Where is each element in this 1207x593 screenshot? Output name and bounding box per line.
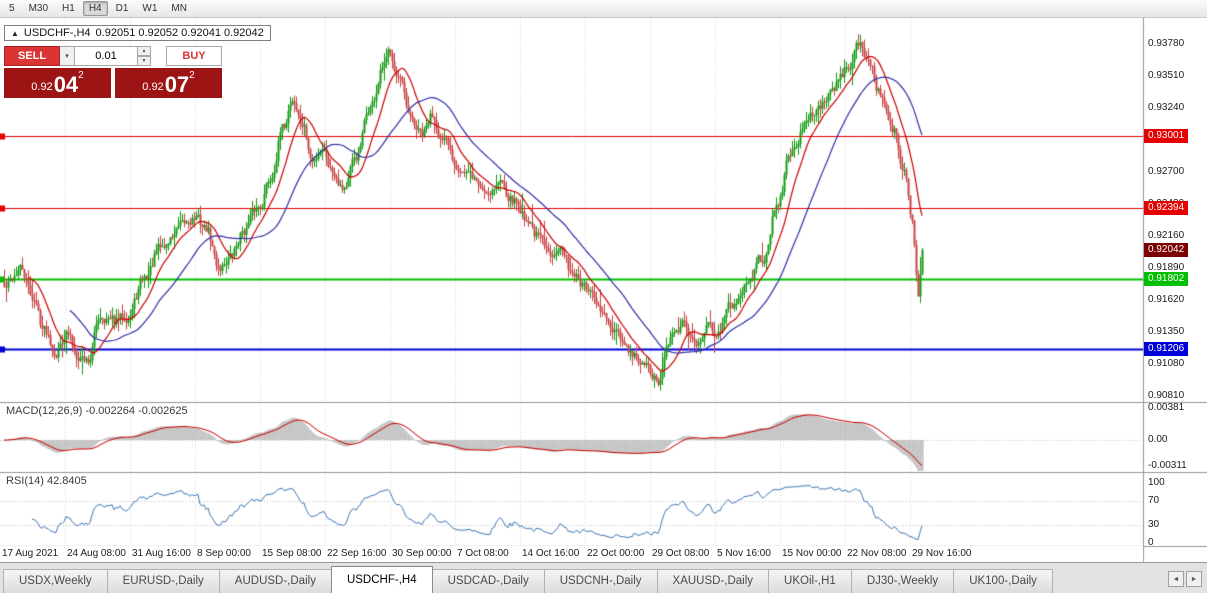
ask-price-point: 2 bbox=[189, 70, 195, 81]
time-axis-label: 17 Aug 2021 bbox=[2, 548, 59, 559]
chart-tab-xauusd-daily[interactable]: XAUUSD-,Daily bbox=[656, 569, 770, 593]
bid-price-pips: 04 bbox=[53, 72, 79, 97]
sell-button[interactable]: SELL bbox=[4, 46, 60, 66]
time-axis-label: 24 Aug 08:00 bbox=[67, 548, 126, 559]
timeframe-toolbar: 5 M30 H1 H4 D1 W1 MN bbox=[0, 0, 1207, 18]
tab-scroll-right-icon[interactable]: ► bbox=[1186, 571, 1202, 587]
chart-tab-ukoil-h1[interactable]: UKOil-,H1 bbox=[768, 569, 852, 593]
bid-price-prefix: 0.92 bbox=[31, 81, 53, 93]
chart-window: ▲ USDCHF-,H4 0.92051 0.92052 0.92041 0.9… bbox=[0, 18, 1207, 562]
timeframe-button-m30[interactable]: M30 bbox=[28, 3, 49, 14]
time-axis-label: 7 Oct 08:00 bbox=[457, 548, 509, 559]
time-axis-label: 30 Sep 00:00 bbox=[392, 548, 452, 559]
chart-tab-eurusd-daily[interactable]: EURUSD-,Daily bbox=[106, 569, 220, 593]
time-axis-label: 8 Sep 00:00 bbox=[197, 548, 251, 559]
chart-tab-usdcad-daily[interactable]: USDCAD-,Daily bbox=[431, 569, 545, 593]
hline-price-label: 0.91802 bbox=[1144, 271, 1189, 286]
symbol-ohlc-values: 0.92051 0.92052 0.92041 0.92042 bbox=[95, 27, 264, 39]
chart-tabs: USDX,Weekly EURUSD-,Daily AUDUSD-,Daily USD… bbox=[3, 566, 1053, 593]
lot-decrease-icon[interactable]: ▼ bbox=[138, 56, 151, 66]
time-axis-label: 14 Oct 16:00 bbox=[522, 548, 580, 559]
price-tick-label: 0.92700 bbox=[1148, 166, 1185, 178]
time-axis-label: 22 Oct 00:00 bbox=[587, 548, 645, 559]
symbol-name: USDCHF-,H4 bbox=[23, 27, 91, 39]
lot-size-input[interactable] bbox=[75, 46, 138, 66]
price-tick-label: 0.93240 bbox=[1148, 102, 1185, 114]
macd-indicator-label: MACD(12,26,9) -0.002264 -0.002625 bbox=[6, 405, 188, 417]
bid-price-point: 2 bbox=[78, 70, 84, 81]
price-tick-label: 0.93780 bbox=[1148, 38, 1185, 50]
time-axis-label: 15 Sep 08:00 bbox=[262, 548, 322, 559]
hline-price-label: 0.93001 bbox=[1144, 129, 1189, 144]
timeframe-button-w1[interactable]: W1 bbox=[142, 3, 158, 14]
rsi-scale-label: 70 bbox=[1148, 495, 1160, 506]
chart-tab-audusd-daily[interactable]: AUDUSD-,Daily bbox=[218, 569, 332, 593]
timeframe-button-d1[interactable]: D1 bbox=[115, 3, 129, 14]
buy-button[interactable]: BUY bbox=[166, 46, 222, 66]
chart-symbol-info: ▲ USDCHF-,H4 0.92051 0.92052 0.92041 0.9… bbox=[4, 25, 271, 41]
price-tick-label: 0.91080 bbox=[1148, 358, 1185, 370]
chart-tab-bar: USDX,Weekly EURUSD-,Daily AUDUSD-,Daily USD… bbox=[0, 562, 1207, 593]
timeframe-button-h4[interactable]: H4 bbox=[82, 1, 108, 16]
lot-dropdown-icon[interactable]: ▾ bbox=[60, 46, 75, 66]
macd-scale-label: 0.00381 bbox=[1148, 402, 1185, 414]
chart-tab-uk100-daily[interactable]: UK100-,Daily bbox=[953, 569, 1053, 593]
price-tick-label: 0.90810 bbox=[1148, 390, 1185, 402]
timeframe-button-5[interactable]: 5 bbox=[9, 3, 15, 14]
bid-price-box[interactable]: 0.92 04 2 bbox=[4, 68, 111, 98]
current-price-label: 0.92042 bbox=[1144, 243, 1189, 258]
time-axis-label: 31 Aug 16:00 bbox=[132, 548, 191, 559]
time-axis[interactable]: 17 Aug 2021 24 Aug 08:00 31 Aug 16:00 8 Sep… bbox=[0, 546, 1143, 562]
time-axis-label: 29 Nov 16:00 bbox=[912, 548, 972, 559]
chart-tab-usdchf-h4[interactable]: USDCHF-,H4 bbox=[330, 566, 433, 593]
rsi-indicator-label: RSI(14) 42.8405 bbox=[6, 475, 87, 487]
hline-price-label: 0.91206 bbox=[1144, 342, 1189, 357]
time-axis-label: 29 Oct 08:00 bbox=[652, 548, 710, 559]
time-axis-label: 5 Nov 16:00 bbox=[717, 548, 771, 559]
ask-price-prefix: 0.92 bbox=[142, 81, 164, 93]
price-tick-label: 0.91350 bbox=[1148, 326, 1185, 338]
chart-tab-usdcnh-daily[interactable]: USDCNH-,Daily bbox=[543, 569, 658, 593]
ask-price-pips: 07 bbox=[164, 72, 190, 97]
price-chart-canvas[interactable] bbox=[0, 18, 1207, 562]
ask-price-box[interactable]: 0.92 07 2 bbox=[115, 68, 222, 98]
tab-scroll-left-icon[interactable]: ◄ bbox=[1168, 571, 1184, 587]
time-axis-label: 22 Nov 08:00 bbox=[847, 548, 907, 559]
tab-scroll-controls: ◄ ► bbox=[1168, 571, 1207, 593]
macd-scale-label: -0.00311 bbox=[1148, 460, 1187, 472]
price-tick-label: 0.92160 bbox=[1148, 230, 1185, 242]
timeframe-button-h1[interactable]: H1 bbox=[62, 3, 75, 14]
time-axis-label: 15 Nov 00:00 bbox=[782, 548, 842, 559]
macd-scale-label: 0.00 bbox=[1148, 434, 1168, 445]
price-tick-label: 0.93510 bbox=[1148, 70, 1185, 82]
rsi-scale-label: 30 bbox=[1148, 519, 1160, 530]
price-tick-label: 0.91620 bbox=[1148, 294, 1185, 306]
timeframe-button-mn[interactable]: MN bbox=[171, 3, 187, 14]
lot-increase-icon[interactable]: ▲ bbox=[138, 46, 151, 56]
price-tick-label: 0.91890 bbox=[1148, 262, 1185, 274]
rsi-scale-label: 0 bbox=[1148, 537, 1154, 548]
collapse-arrow-icon[interactable]: ▲ bbox=[11, 28, 19, 38]
one-click-trading-panel: SELL ▾ ▲ ▼ BUY 0.92 04 2 0.92 07 2 bbox=[4, 46, 222, 98]
chart-tab-dj30-weekly[interactable]: DJ30-,Weekly bbox=[850, 569, 955, 593]
rsi-scale-label: 100 bbox=[1148, 477, 1165, 488]
chart-tab-usdx-weekly[interactable]: USDX,Weekly bbox=[3, 569, 108, 593]
time-axis-label: 22 Sep 16:00 bbox=[327, 548, 387, 559]
hline-price-label: 0.92394 bbox=[1144, 201, 1189, 216]
lot-stepper: ▲ ▼ bbox=[138, 46, 151, 66]
timeframe-button-group: 5 M30 H1 H4 D1 W1 MN bbox=[3, 1, 195, 16]
price-axis[interactable]: 0.937800.935100.932400.929700.927000.924… bbox=[1144, 18, 1207, 562]
